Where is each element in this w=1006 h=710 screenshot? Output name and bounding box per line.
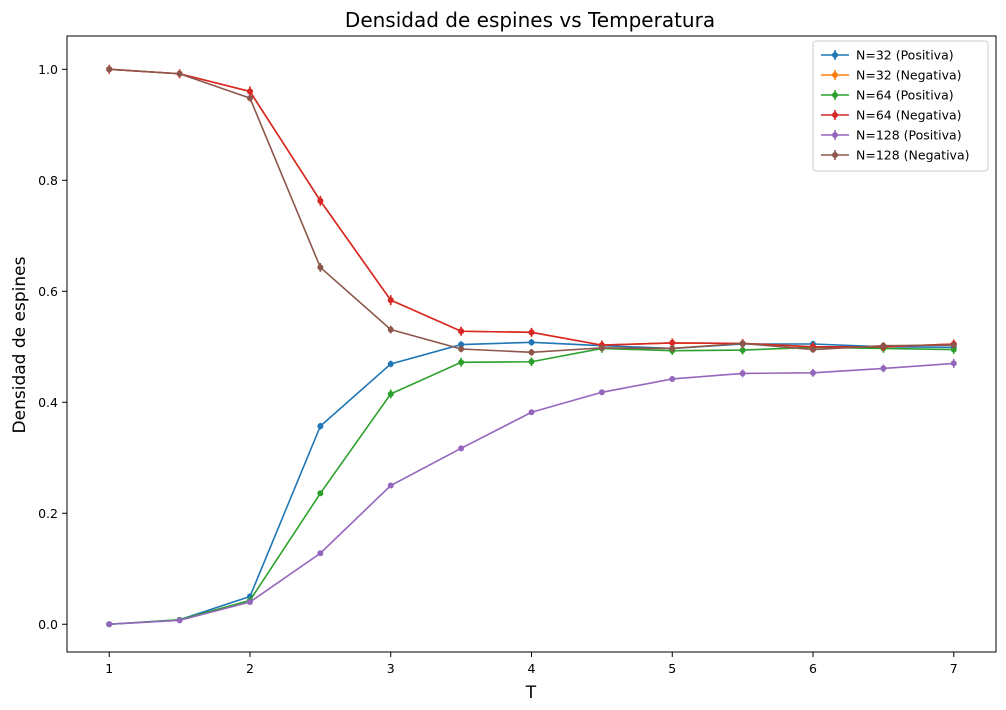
x-tick-label: 4 [528, 661, 536, 676]
data-point [528, 409, 535, 416]
legend-label: N=32 (Negativa) [856, 68, 962, 83]
data-point [669, 339, 676, 346]
data-point [739, 340, 746, 347]
data-point [669, 345, 676, 352]
data-point [246, 88, 253, 95]
data-point [950, 346, 957, 353]
x-tick-label: 3 [387, 661, 395, 676]
series-0 [106, 339, 957, 628]
x-tick-label: 7 [950, 661, 958, 676]
data-point [176, 617, 183, 624]
series-line [109, 341, 954, 626]
series-2 [106, 342, 957, 628]
data-point [598, 389, 605, 396]
data-point [458, 345, 465, 352]
series-5 [106, 65, 957, 356]
x-axis-label: T [525, 683, 537, 703]
legend-label: N=64 (Positiva) [856, 88, 954, 103]
data-point [106, 621, 113, 628]
data-point [528, 339, 535, 346]
y-axis-label: Densidad de espines [10, 256, 30, 433]
data-point [880, 342, 887, 349]
legend: N=32 (Positiva) N=32 (Negativa) N=64 (Posi… [812, 40, 989, 172]
data-point [810, 369, 817, 376]
data-point [317, 264, 324, 271]
chart-title: Densidad de espines vs Temperatura [345, 8, 715, 32]
series-4 [106, 358, 957, 628]
data-point [387, 297, 394, 304]
data-point [246, 95, 253, 102]
data-point [387, 360, 394, 367]
data-point [528, 358, 535, 365]
data-point [317, 423, 324, 430]
data-point [598, 344, 605, 351]
data-point [739, 370, 746, 377]
x-tick-label: 6 [809, 661, 817, 676]
legend-marker [832, 92, 838, 98]
data-point [950, 342, 957, 349]
series-line [109, 346, 954, 626]
data-point [317, 550, 324, 557]
x-tick-label: 2 [246, 661, 254, 676]
y-tick-label: 0.0 [38, 617, 58, 632]
plot-area: 1 2 3 4 5 6 7 0.0 0.2 0.4 0.6 0.8 1.0 N=32 (Positiva)… [38, 35, 997, 676]
y-tick-label: 0.8 [38, 173, 58, 188]
data-point [528, 349, 535, 356]
data-point [387, 482, 394, 489]
y-tick-label: 0.6 [38, 284, 58, 299]
data-point [246, 599, 253, 606]
data-point [458, 445, 465, 452]
data-point [317, 197, 324, 204]
legend-marker [832, 112, 838, 118]
data-point [739, 347, 746, 354]
legend-box [812, 40, 989, 172]
data-point [458, 341, 465, 348]
data-point [176, 70, 183, 77]
data-point [387, 326, 394, 333]
data-point [950, 360, 957, 367]
y-tick-label: 0.4 [38, 395, 58, 410]
data-point [106, 66, 113, 73]
data-point [458, 328, 465, 335]
legend-marker [832, 52, 838, 58]
legend-label: N=128 (Negativa) [856, 148, 969, 163]
data-point [810, 346, 817, 353]
data-point [458, 359, 465, 366]
legend-label: N=64 (Negativa) [856, 108, 962, 123]
y-tick-label: 1.0 [38, 62, 58, 77]
x-tick-label: 5 [668, 661, 676, 676]
series-line [109, 362, 954, 626]
legend-label: N=128 (Positiva) [856, 128, 962, 143]
legend-marker [832, 152, 838, 158]
legend-label: N=32 (Positiva) [856, 48, 954, 63]
data-point [880, 365, 887, 372]
x-tick-label: 1 [105, 661, 113, 676]
data-point [669, 375, 676, 382]
legend-marker [832, 72, 838, 78]
legend-marker [832, 132, 838, 138]
y-tick-label: 0.2 [38, 506, 58, 521]
data-point [528, 329, 535, 336]
data-point [387, 390, 394, 397]
data-point [317, 490, 324, 497]
